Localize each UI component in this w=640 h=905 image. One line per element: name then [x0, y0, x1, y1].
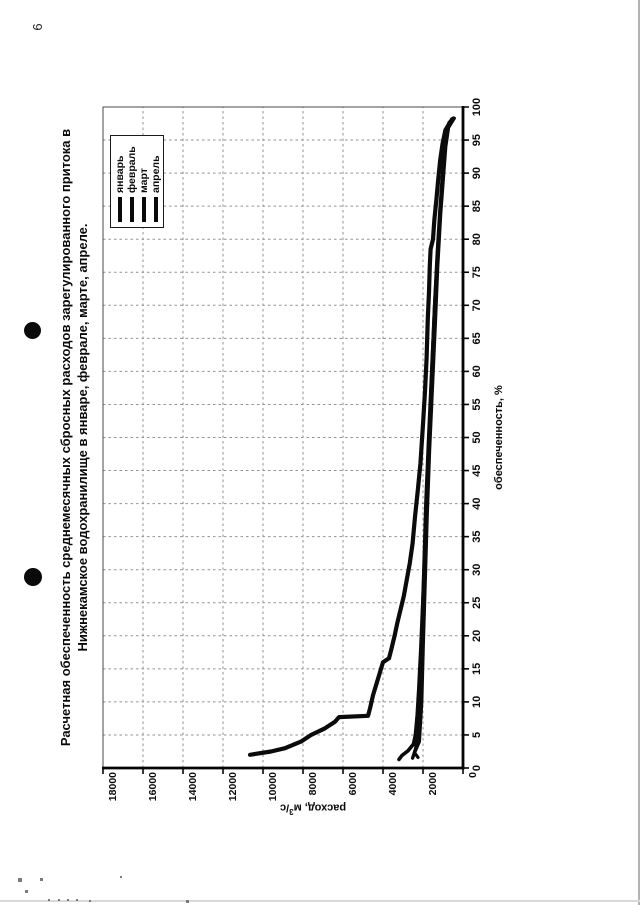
scan-edge-line — [638, 0, 640, 905]
y-tick-label: 14000 — [187, 772, 199, 801]
scan-speck — [186, 900, 189, 903]
x-tick-label: 95 — [471, 134, 483, 146]
legend-label: апрель — [150, 155, 162, 193]
scan-edge-shadow — [0, 900, 640, 902]
y-tick-label: 12000 — [227, 772, 239, 801]
x-tick-label: 60 — [471, 365, 483, 377]
punch-hole-dot — [23, 321, 41, 339]
legend-label: январь — [114, 155, 126, 194]
y-axis-title-sup: 3 — [289, 807, 294, 816]
y-tick-label: 16000 — [147, 772, 159, 801]
x-tick-label: 80 — [471, 233, 483, 245]
y-tick-label: 10000 — [267, 772, 279, 801]
curve-april — [413, 116, 456, 760]
x-axis-title: обеспеченность, % — [493, 385, 505, 490]
x-tick-label: 35 — [471, 531, 483, 543]
y-axis-title: расход, м3/с — [213, 800, 413, 816]
legend-item-january: январь — [114, 141, 126, 222]
scan-speck — [25, 890, 28, 893]
chart-container: Расчетная обеспеченность среднемесячных … — [55, 94, 515, 824]
scan-speck — [58, 899, 60, 901]
x-tick-label: 65 — [471, 332, 483, 344]
curve-january — [247, 119, 453, 757]
scan-speck — [67, 899, 69, 901]
legend-line-sample — [118, 197, 122, 222]
x-tick-label: 50 — [471, 431, 483, 443]
y-tick-label: 8000 — [307, 772, 319, 796]
legend-line-sample — [154, 197, 158, 222]
legend: январь февраль март апрель — [110, 135, 164, 228]
x-tick-label: 40 — [471, 497, 483, 509]
scan-speck — [18, 878, 22, 882]
legend-item-february: февраль — [126, 141, 138, 222]
y-axis-title-text: расход, м — [293, 801, 347, 814]
x-tick-label: 30 — [471, 564, 483, 576]
x-tick-label: 20 — [471, 630, 483, 642]
legend-label: март — [138, 168, 150, 193]
scan-speck — [40, 878, 43, 881]
x-tick-label: 90 — [471, 167, 483, 179]
y-axis-title-unit: /с — [279, 801, 290, 814]
x-tick-label: 100 — [471, 98, 483, 116]
x-tick-label: 70 — [471, 299, 483, 311]
x-tick-label: 85 — [471, 200, 483, 212]
x-tick-label: 10 — [471, 696, 483, 708]
y-tick-label: 18000 — [107, 772, 119, 801]
page-number: 6 — [30, 23, 45, 31]
y-tick-label: 2000 — [427, 772, 439, 796]
punch-hole-dot — [24, 568, 42, 586]
x-tick-label: 25 — [471, 597, 483, 609]
scan-speck — [89, 900, 91, 902]
y-tick-label: 0 — [467, 772, 479, 778]
y-tick-label: 6000 — [347, 772, 359, 796]
legend-line-sample — [130, 197, 134, 222]
legend-line-sample — [142, 197, 146, 222]
x-tick-label: 0 — [471, 765, 483, 771]
legend-label: февраль — [126, 146, 138, 193]
x-tick-label: 5 — [471, 732, 483, 738]
y-tick-label: 4000 — [387, 772, 399, 796]
plot-area: 0 5 10 15 20 25 30 35 40 45 50 55 60 65 70 75 80 85 90 95 10… — [102, 98, 483, 801]
scan-speck — [120, 876, 122, 878]
curve-february — [397, 116, 456, 762]
x-tick-label: 45 — [471, 464, 483, 476]
scan-speck — [76, 899, 78, 901]
x-tick-label: 75 — [471, 266, 483, 278]
x-tick-label: 15 — [471, 663, 483, 675]
legend-item-march: март — [138, 141, 150, 222]
scan-speck — [48, 899, 50, 901]
x-tick-label: 55 — [471, 398, 483, 410]
legend-item-april: апрель — [150, 141, 162, 222]
